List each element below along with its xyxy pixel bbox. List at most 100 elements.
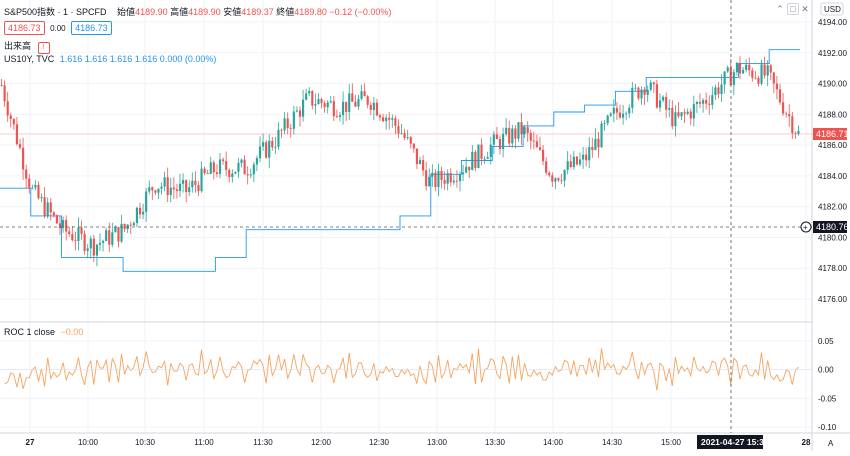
candle-body [668, 108, 671, 110]
candle-body [458, 174, 462, 182]
candle-body [508, 127, 511, 144]
candle-body [766, 65, 769, 76]
volume-warning-icon[interactable]: ! [37, 42, 50, 54]
candle-body [98, 242, 102, 245]
volume-legend[interactable]: 出来高 ! [4, 39, 50, 54]
candle-body [545, 161, 548, 173]
candle-body [791, 116, 794, 134]
candle-body [588, 147, 591, 161]
candle-body [215, 172, 218, 174]
candle-body [203, 168, 206, 174]
candle-body [640, 89, 643, 99]
candle-body [483, 158, 486, 160]
candle-body [443, 179, 446, 184]
plus-icon: + [803, 223, 808, 232]
candle-body [471, 151, 474, 171]
candle-body [92, 238, 95, 256]
candle-body [422, 160, 425, 171]
candle-body [495, 134, 498, 140]
candle-body [778, 89, 782, 103]
candle-body [302, 99, 305, 117]
candle-body [385, 117, 388, 122]
candle-body [271, 140, 274, 148]
candle-body [363, 91, 366, 97]
candle-body [569, 161, 572, 168]
candle-body [12, 118, 15, 125]
candle-body [200, 168, 203, 192]
candle-body [286, 118, 289, 129]
candle-body [637, 87, 640, 99]
candle-body [148, 187, 151, 192]
last-price-label: 4186.71 [816, 129, 849, 139]
candle-body [366, 96, 369, 105]
candle-body [551, 175, 554, 182]
maximize-pane-icon[interactable]: □ [787, 3, 799, 15]
time-tick-label: 28 [802, 438, 811, 447]
auto-scale-button[interactable]: A [828, 439, 834, 448]
candle-body [295, 110, 298, 112]
candle-body [172, 187, 175, 190]
candle-body [369, 104, 372, 110]
candle-body [46, 202, 49, 216]
candle-body [760, 64, 763, 84]
time-tick-label: 13:00 [427, 438, 448, 447]
candle-body [40, 197, 43, 199]
open-label: 始値 [117, 7, 136, 17]
roc-legend[interactable]: ROC 1 close −0.00 [4, 327, 83, 337]
candle-body [557, 178, 560, 181]
candle-body [335, 116, 338, 117]
candle-body [465, 166, 468, 173]
candle-body [708, 103, 711, 105]
us10y-legend[interactable]: US10Y, TVC 1.616 1.616 1.616 1.616 0.000… [4, 54, 216, 64]
crosshair-time-label: 2021-04-27 15:31 [701, 437, 769, 447]
candle-body [326, 102, 329, 108]
time-tick-label: 27 [26, 438, 35, 447]
candle-body [566, 161, 569, 170]
time-tick-label: 14:00 [543, 438, 564, 447]
chevron-up-icon[interactable]: ⌃ [776, 4, 784, 14]
price-tick-label: 4180.00 [818, 233, 847, 242]
candle-body [234, 171, 237, 174]
candle-body [25, 169, 28, 179]
candle-body [511, 128, 514, 144]
candle-body [409, 137, 412, 144]
crosshair-price-label: 4180.76 [816, 222, 849, 232]
candle-body [788, 113, 791, 117]
candle-body [775, 83, 778, 90]
candle-body [702, 100, 705, 104]
candle-body [329, 101, 332, 103]
candle-body [258, 146, 262, 159]
candle-body [274, 146, 277, 148]
price-tick-label: 4182.00 [818, 203, 847, 212]
time-tick-label: 12:00 [311, 438, 332, 447]
candle-body [720, 84, 723, 95]
bid-button[interactable]: 4186.73 [4, 21, 45, 35]
candle-body [129, 224, 132, 226]
ask-button[interactable]: 4186.73 [71, 21, 112, 35]
low-value: 4189.37 [241, 7, 274, 17]
candle-body [74, 240, 77, 241]
candle-body [360, 91, 363, 99]
roc-axis[interactable]: 0.05 0.00 -0.05 -0.10 [818, 337, 837, 432]
symbol-legend[interactable]: S&P500指数 · 1 · SPCFD 始値4189.90 高値4189.90… [4, 5, 391, 18]
time-axis[interactable]: 27 10:00 10:30 11:00 11:30 12:00 12:30 13:00 13:… [26, 438, 811, 447]
currency-button[interactable] [820, 2, 844, 16]
currency-label: USD [824, 5, 841, 14]
candle-body [797, 130, 800, 134]
candle-body [240, 159, 243, 163]
candle-body [372, 102, 375, 110]
candle-body [745, 64, 748, 70]
candle-body [163, 177, 166, 187]
close-pane-icon[interactable]: ✕ [801, 4, 809, 14]
candle-body [575, 156, 578, 165]
candle-body [738, 62, 742, 74]
price-tick-label: 4178.00 [818, 264, 847, 273]
price-axis[interactable]: 4194.00 4192.00 4190.00 4188.00 4186.00 4184.… [818, 18, 847, 304]
add-alert-icon[interactable] [800, 221, 812, 233]
candles [0, 56, 800, 267]
candle-body [188, 187, 191, 193]
candle-body [354, 101, 357, 107]
